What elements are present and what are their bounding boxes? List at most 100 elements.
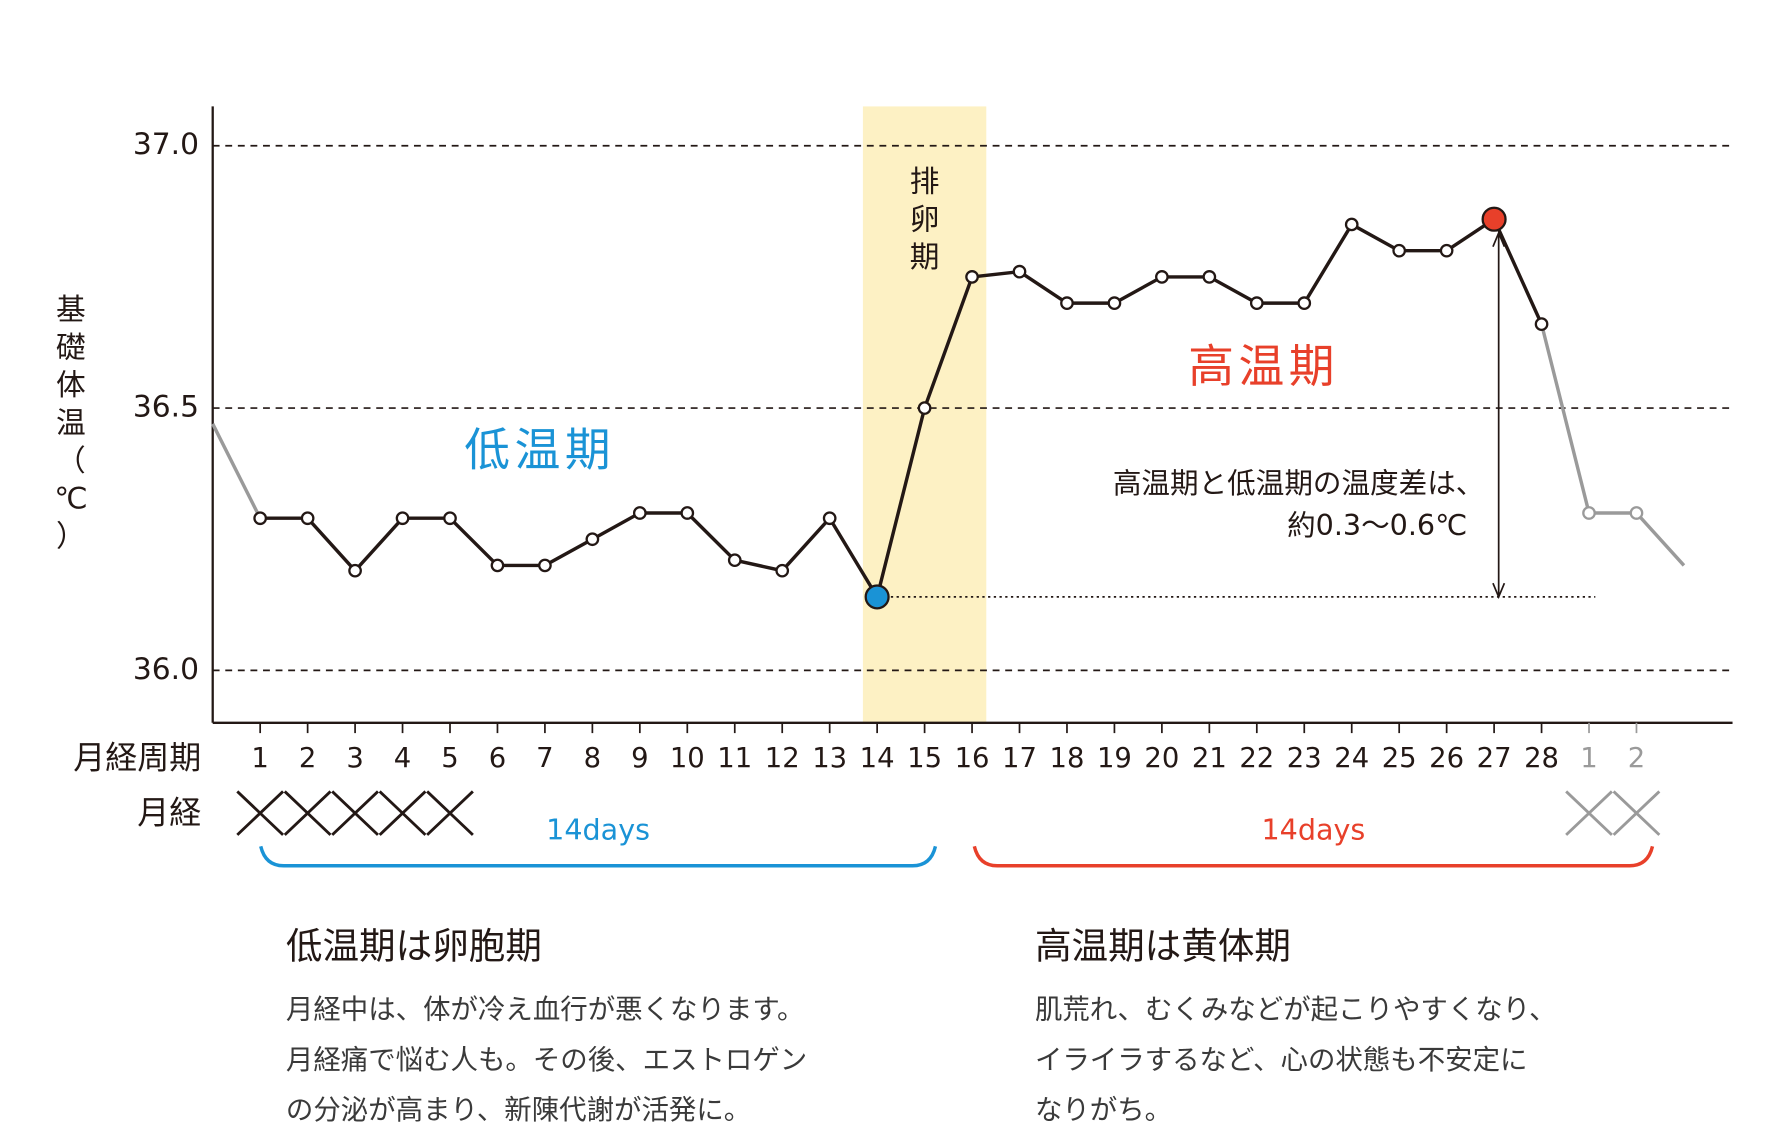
x-tick-label: 12 (765, 743, 800, 774)
phase-label: 14days (1261, 812, 1365, 846)
data-point (1344, 217, 1359, 232)
data-point (965, 270, 979, 284)
data-point (864, 584, 890, 610)
data-point (1582, 506, 1596, 520)
arrow-head (1492, 230, 1506, 600)
data-point (917, 401, 932, 415)
x-tick-label: 28 (1524, 743, 1559, 774)
y-axis-label: 礎 (56, 330, 86, 365)
phase-bracket (972, 845, 1655, 868)
data-point (1155, 270, 1169, 284)
period-mark (283, 790, 332, 836)
x-tick-label: 22 (1239, 743, 1274, 774)
note-title: 高温期は黄体期 (1035, 925, 1291, 968)
phase-label: 14days (546, 812, 650, 846)
data-point (1202, 270, 1217, 284)
note-title: 低温期は卵胞期 (286, 925, 542, 968)
x-tick-label: 3 (346, 743, 363, 774)
x-tick-label: 19 (1097, 743, 1132, 774)
y-axis-label: 体 (56, 368, 86, 403)
period-mark (1612, 790, 1661, 836)
x-tick-label: 11 (717, 743, 752, 774)
phase-bracket (259, 845, 938, 868)
x-tick-label: 9 (631, 743, 648, 774)
x-tick-label: 18 (1050, 743, 1085, 774)
annotation: 高温期 (1188, 340, 1339, 393)
y-axis-label: 基 (56, 293, 86, 328)
data-point (775, 563, 790, 578)
data-point (1534, 317, 1549, 331)
x-tick-label: 2 (299, 743, 316, 774)
data-point (727, 553, 742, 568)
x-tick-label: 24 (1334, 743, 1369, 774)
x-tick-label: 7 (536, 743, 553, 774)
x-tick-label: 13 (812, 743, 847, 774)
data-point (822, 511, 837, 526)
data-point (1249, 296, 1264, 310)
annotation: 低温期 (464, 423, 615, 476)
period-mark (236, 790, 285, 836)
y-axis-label: ） (56, 519, 86, 554)
annotation: 約0.3〜0.6℃ (1287, 508, 1467, 542)
data-point (538, 558, 552, 573)
x-tick-label: 2 (1628, 743, 1645, 774)
x-tick-label: 4 (394, 743, 411, 774)
data-point (1629, 506, 1644, 520)
y-axis-label: 温 (56, 406, 86, 441)
line (260, 216, 1544, 602)
x-tick-label: 26 (1429, 743, 1464, 774)
data-point (680, 506, 695, 520)
data-point (395, 511, 410, 526)
data-point (1392, 243, 1407, 258)
note-text: なりがち。 (1035, 1095, 1172, 1126)
data-point (1297, 296, 1312, 310)
x-tick-label: 27 (1477, 743, 1512, 774)
x-tick-label: 15 (907, 743, 942, 774)
x-tick-label: 20 (1144, 743, 1179, 774)
data-point (1481, 206, 1507, 232)
x-tick-label: 14 (860, 743, 895, 774)
y-axis-label: （ (56, 444, 86, 479)
x-tick-label: 25 (1382, 743, 1417, 774)
x-tick-label: 5 (441, 743, 458, 774)
y-tick-label: 36.5 (133, 390, 199, 425)
data-point (1439, 243, 1454, 258)
note-text: の分泌が高まり、新陳代謝が活発に。 (286, 1095, 751, 1126)
data-point (300, 511, 315, 526)
x-tick-label: 23 (1287, 743, 1322, 774)
annotation: 高温期と低温期の温度差は、 (1113, 466, 1485, 500)
y-axis-label: ℃ (54, 481, 87, 516)
data-point (632, 506, 647, 520)
x-tick-label: 8 (584, 743, 601, 774)
x-tick-label: 1 (251, 743, 268, 774)
note-text: 月経中は、体が冷え血行が悪くなります。 (286, 994, 805, 1025)
note-text: イライラするなど、心の状態も不安定に (1035, 1045, 1528, 1076)
data-point (443, 511, 457, 526)
data-point (348, 563, 362, 578)
band-label: 期 (910, 240, 940, 275)
band-label: 卵 (910, 202, 940, 237)
note-text: 肌荒れ、むくみなどが起こりやすくなり、 (1035, 994, 1557, 1025)
x-tick-label: 1 (1580, 743, 1597, 774)
data-point (490, 558, 505, 573)
row-label: 月経 (137, 793, 201, 831)
x-tick-label: 17 (1002, 743, 1037, 774)
data-point (1107, 296, 1122, 310)
data-point (585, 532, 600, 547)
x-tick-label: 21 (1192, 743, 1227, 774)
period-mark (378, 790, 427, 836)
data-point (1060, 296, 1074, 310)
period-mark (331, 790, 379, 836)
data-point (253, 511, 268, 526)
x-tick-label: 10 (670, 743, 705, 774)
x-tick-label: 6 (489, 743, 506, 774)
row-label: 月経周期 (73, 738, 201, 776)
data-point (1012, 264, 1027, 279)
y-tick-label: 37.0 (133, 127, 199, 162)
period-mark (1565, 790, 1613, 836)
line (211, 323, 1686, 567)
note-text: 月経痛で悩む人も。その後、エストロゲン (286, 1045, 807, 1076)
period-mark (426, 790, 474, 836)
